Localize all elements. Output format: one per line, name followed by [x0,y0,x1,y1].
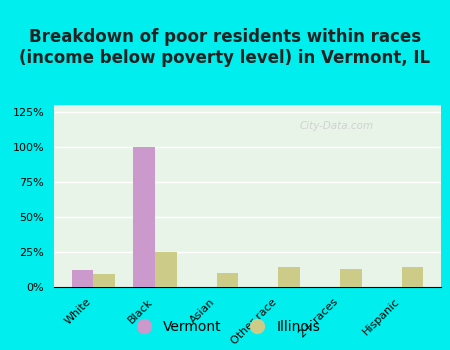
Text: City-Data.com: City-Data.com [299,121,374,131]
Bar [340,269,362,287]
Bar [72,270,93,287]
Bar [133,147,155,287]
Bar [402,267,423,287]
Bar [216,273,238,287]
Bar [279,267,300,287]
Bar [155,252,176,287]
Text: Breakdown of poor residents within races
(income below poverty level) in Vermont: Breakdown of poor residents within races… [19,28,431,67]
Legend: Vermont, Illinois: Vermont, Illinois [125,314,325,340]
Bar [93,274,115,287]
